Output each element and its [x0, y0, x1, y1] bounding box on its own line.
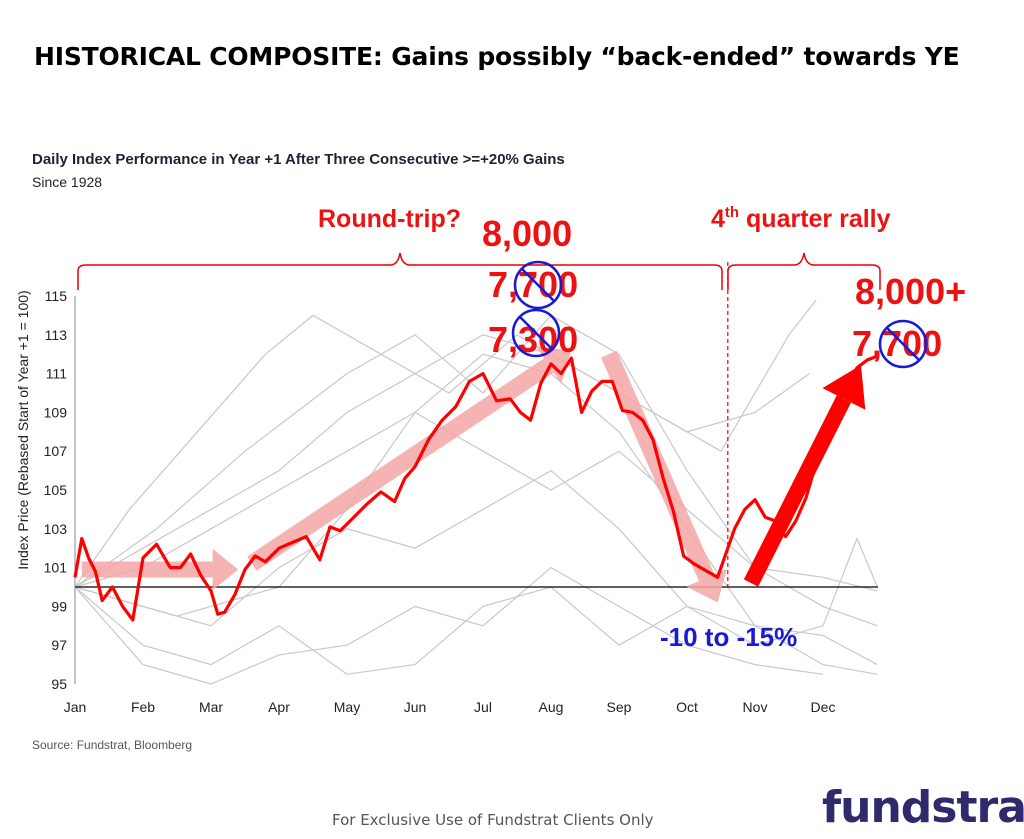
page-headline: HISTORICAL COMPOSITE: Gains possibly “ba…	[34, 42, 960, 71]
source-note: Source: Fundstrat, Bloomberg	[32, 738, 193, 752]
composite-year-line-1	[74, 353, 878, 675]
strike-circle-7700-summer	[513, 260, 563, 310]
y-axis-title: Index Price (Rebased Start of Year +1 = …	[15, 290, 31, 569]
ye-target-new: 8,000+	[855, 271, 966, 312]
strike-line-7700-summer	[521, 268, 555, 302]
x-tick-label: Sep	[607, 699, 632, 715]
q4-rally-label: 4th quarter rally	[711, 204, 891, 233]
y-tick-label: 113	[45, 327, 68, 343]
x-tick-label: Dec	[811, 699, 836, 715]
composite-year-line-4	[74, 334, 810, 588]
trend-arrows-layer	[81, 262, 729, 603]
strike-line-7300	[519, 316, 553, 350]
x-tick-label: Jul	[474, 699, 492, 715]
composite-year-line-3	[74, 566, 824, 685]
axes-layer: 95 97 99 101 103 105 107 109 111 113 115 Jan Feb Mar A…	[15, 288, 835, 715]
q4-rally-rest: quarter rally	[739, 205, 891, 233]
q4-brace	[727, 252, 881, 290]
round-trip-brace	[77, 252, 723, 290]
drop-trend-arrow-shaft	[601, 350, 715, 582]
fundstrat-logo: fundstrat	[822, 782, 1024, 833]
summer-target-old-2: 7,300	[488, 319, 578, 360]
summer-target-new: 8,000	[482, 213, 572, 254]
y-tick-label: 95	[51, 676, 67, 692]
flat-trend-arrow-head	[212, 548, 239, 591]
rally-arrow-shaft	[743, 395, 852, 587]
chart-subtitle: Since 1928	[32, 174, 103, 190]
series-line-1	[73, 354, 878, 622]
rise-trend-arrow-shaft	[247, 358, 554, 571]
y-tick-label: 109	[44, 404, 68, 420]
x-tick-label: Jun	[404, 699, 427, 715]
x-tick-label: Aug	[539, 699, 564, 715]
series-layer	[73, 354, 878, 622]
x-tick-label: Nov	[743, 699, 768, 715]
y-tick-label: 115	[45, 288, 68, 304]
composite-year-line-2	[74, 314, 878, 627]
x-tick-label: Oct	[676, 699, 698, 715]
x-tick-label: May	[334, 699, 360, 715]
composite-year-line-7	[74, 536, 878, 675]
strike-circle-7700-ye	[878, 319, 928, 369]
composite-years-layer	[74, 299, 878, 685]
ye-target-old: 7,700	[852, 323, 942, 364]
y-tick-label: 101	[44, 560, 68, 576]
x-tick-label: Apr	[268, 699, 290, 715]
strike-line-7700-ye	[886, 327, 920, 361]
x-tick-label: Feb	[131, 699, 155, 715]
y-tick-label: 105	[44, 482, 68, 498]
x-tick-label: Mar	[199, 699, 223, 715]
y-tick-label: 107	[44, 443, 68, 459]
round-trip-label: Round-trip?	[318, 205, 461, 233]
annotations-layer: Round-trip? 4th quarter rally 8,000 7,700 7,…	[77, 204, 966, 652]
y-tick-label: 111	[46, 366, 67, 382]
drawdown-label: -10 to -15%	[660, 622, 797, 652]
q4-rally-superscript: th	[725, 204, 739, 221]
summer-target-old-1: 7,700	[488, 264, 578, 305]
rally-arrow-head	[822, 365, 866, 410]
y-tick-label: 99	[51, 598, 67, 614]
chart-title: Daily Index Performance in Year +1 After…	[32, 151, 565, 168]
composite-year-line-5	[74, 469, 878, 666]
y-tick-label: 103	[44, 521, 68, 537]
footer-note: For Exclusive Use of Fundstrat Clients O…	[332, 811, 654, 829]
x-tick-label: Jan	[64, 699, 87, 715]
y-tick-label: 97	[51, 637, 67, 653]
composite-year-line-6	[74, 299, 817, 588]
strike-circle-7300	[511, 308, 561, 358]
